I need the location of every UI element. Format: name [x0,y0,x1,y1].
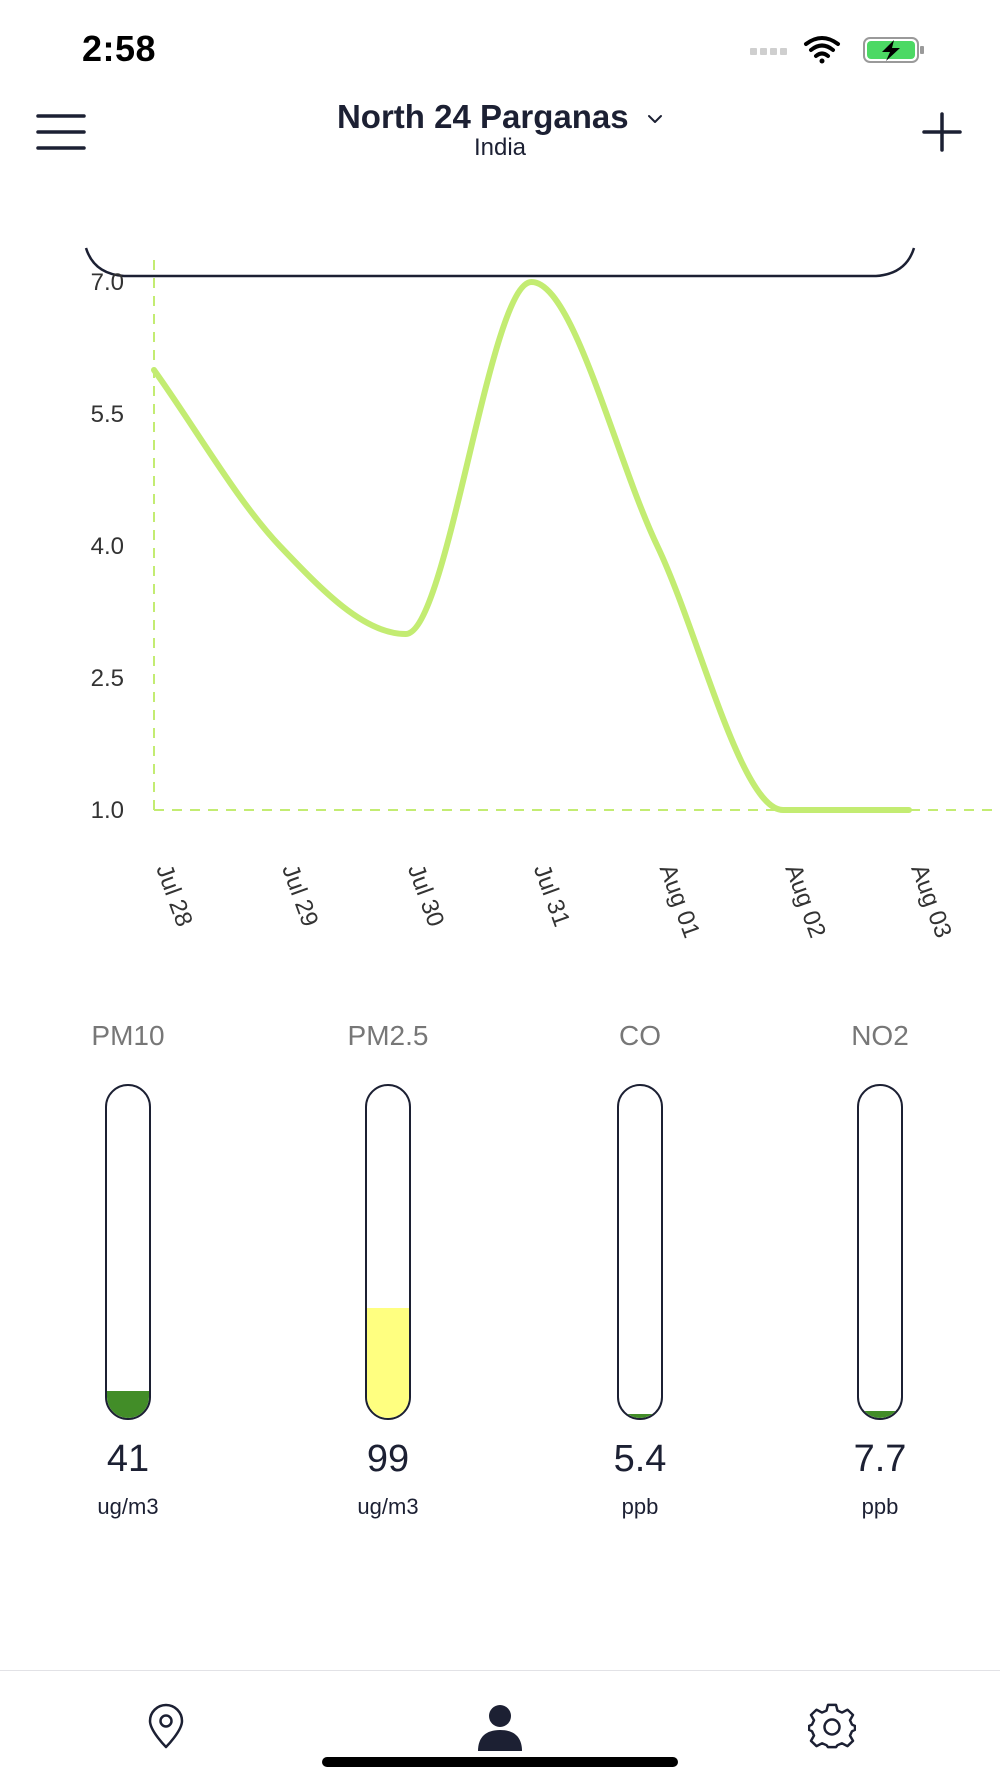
gauge-value: 99 [366,1438,410,1480]
plus-icon[interactable] [918,108,966,156]
pollutant-gauges: PM10 41 ug/m3 PM2.5 99 ug/m3 CO 5.4 ppb … [0,1020,1000,1540]
bottom-nav [0,1670,1000,1779]
gauge-fill [367,1308,409,1418]
x-tick-label: Aug 02 [780,861,831,942]
location-title[interactable]: North 24 Parganas [336,98,629,135]
y-tick-label: 5.5 [91,401,124,428]
location-pin-icon[interactable] [142,1703,190,1751]
gauge-fill [619,1414,661,1418]
home-indicator [322,1757,678,1767]
gauge-co[interactable]: CO 5.4 ppb [560,1020,720,1540]
gauge-value: 7.7 [853,1438,907,1480]
gauge-pm10[interactable]: PM10 41 ug/m3 [48,1020,208,1540]
gauge-pm25[interactable]: PM2.5 99 ug/m3 [308,1020,468,1540]
status-bar: 2:58 [0,0,1000,96]
person-icon[interactable] [476,1703,524,1751]
gauge-label: NO2 [851,1020,909,1051]
x-tick-label: Jul 29 [276,861,323,930]
gauge-tube [857,1084,903,1420]
app-header: North 24 Parganas India [0,96,1000,278]
signal-icon [750,48,787,55]
gauge-label: PM2.5 [347,1020,429,1051]
gauge-fill [859,1411,901,1418]
gear-icon[interactable] [808,1703,856,1751]
gauge-unit: ug/m3 [357,1494,419,1519]
battery-charging-icon [863,37,924,63]
gauge-fill [107,1391,149,1418]
y-tick-label: 4.0 [91,533,124,560]
header-card-edge [84,247,916,278]
status-icons [750,36,924,64]
x-tick-label: Jul 31 [528,861,575,930]
gauge-value: 5.4 [613,1438,667,1480]
y-tick-label: 2.5 [91,665,124,692]
location-selector[interactable]: North 24 Parganas India [200,98,800,162]
x-tick-label: Jul 28 [150,861,197,930]
gauge-unit: ppb [621,1494,659,1519]
gauge-unit: ug/m3 [97,1494,159,1519]
x-tick-label: Jul 30 [402,861,449,930]
gauge-unit: ppb [861,1494,899,1519]
gauge-no2[interactable]: NO2 7.7 ppb [800,1020,960,1540]
gauge-label: CO [619,1020,661,1051]
series-line [151,278,912,814]
gauge-tube [617,1084,663,1420]
wifi-icon [804,36,840,64]
x-tick-label: Aug 01 [654,861,705,942]
location-title-row[interactable]: North 24 Parganas [200,98,800,136]
hamburger-menu-icon[interactable] [34,108,88,156]
y-tick-label: 1.0 [91,797,124,824]
gauge-value: 41 [106,1438,150,1480]
gauge-label: PM10 [91,1020,165,1051]
gauge-tube [365,1084,411,1420]
x-tick-label: Aug 03 [905,861,956,942]
status-time: 2:58 [82,28,157,69]
chevron-down-icon[interactable] [647,111,663,127]
gauge-tube [105,1084,151,1420]
aqi-line-chart: 7.0 5.5 4.0 2.5 1.0 Jul 28 Jul 29 Jul 30 Jul 31 A… [91,260,1000,942]
location-subtitle: India [473,134,527,161]
y-tick-label: 7.0 [91,269,124,296]
